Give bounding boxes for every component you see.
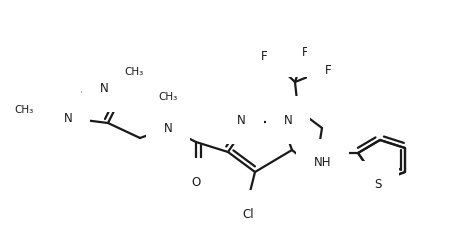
Text: F: F bbox=[325, 63, 332, 76]
Text: F: F bbox=[302, 47, 308, 59]
Text: S: S bbox=[374, 178, 382, 191]
Text: Cl: Cl bbox=[242, 208, 254, 221]
Text: N: N bbox=[284, 113, 293, 126]
Text: F: F bbox=[261, 50, 267, 63]
Text: N: N bbox=[64, 112, 72, 124]
Text: N: N bbox=[100, 81, 109, 94]
Text: CH₃: CH₃ bbox=[159, 92, 177, 102]
Text: O: O bbox=[191, 176, 201, 189]
Text: NH: NH bbox=[314, 157, 331, 169]
Text: CH₃: CH₃ bbox=[15, 105, 34, 115]
Text: CH₃: CH₃ bbox=[124, 67, 143, 77]
Text: N: N bbox=[237, 113, 246, 126]
Text: N: N bbox=[164, 122, 172, 135]
